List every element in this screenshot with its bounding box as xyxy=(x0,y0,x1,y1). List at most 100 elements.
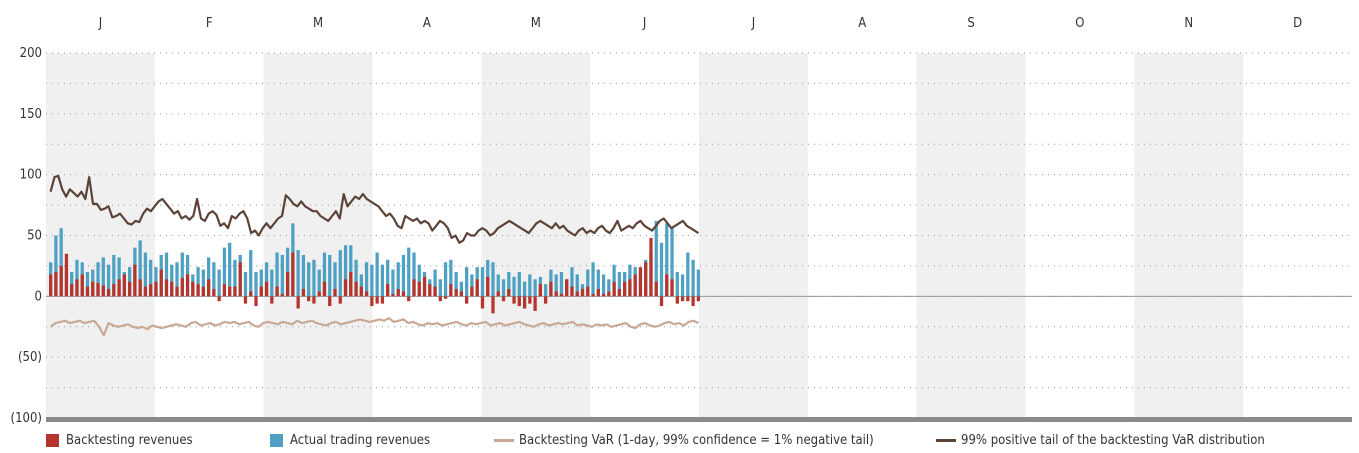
bar-backtesting-revenue xyxy=(470,286,474,297)
bar-actual-trading-revenue xyxy=(686,252,690,297)
bar-backtesting-revenue xyxy=(70,284,74,297)
bar-backtesting-revenue xyxy=(491,296,495,314)
bar-backtesting-revenue xyxy=(386,284,390,297)
bar-actual-trading-revenue xyxy=(454,272,458,297)
month-shade xyxy=(263,53,373,418)
bar-actual-trading-revenue xyxy=(259,269,263,297)
legend-label: 99% positive tail of the backtesting VaR… xyxy=(961,433,1265,448)
bar-backtesting-revenue xyxy=(80,274,84,297)
bar-backtesting-revenue xyxy=(285,272,290,297)
bar-actual-trading-revenue xyxy=(175,262,179,297)
legend-item-backtesting-var: Backtesting VaR (1-day, 99% confidence =… xyxy=(494,433,874,448)
bar-backtesting-revenue xyxy=(696,296,700,302)
bar-actual-trading-revenue xyxy=(491,262,495,297)
bar-actual-trading-revenue xyxy=(528,274,532,297)
bar-actual-trading-revenue xyxy=(465,267,469,297)
month-label: M xyxy=(531,16,541,31)
bar-backtesting-revenue xyxy=(659,296,664,307)
bar-backtesting-revenue xyxy=(644,262,648,297)
line-positive-tail xyxy=(49,174,699,244)
bar-actual-trading-revenue xyxy=(164,252,169,297)
bar-backtesting-revenue xyxy=(565,279,569,297)
bar-actual-trading-revenue xyxy=(544,284,548,297)
month-label: J xyxy=(98,16,102,31)
bar-actual-trading-revenue xyxy=(54,235,58,297)
bar-backtesting-revenue xyxy=(201,286,205,297)
month-label: J xyxy=(642,16,646,31)
legend-item-actual-trading-revenues: Actual trading revenues xyxy=(270,433,430,448)
month-label: A xyxy=(858,16,866,31)
bar-actual-trading-revenue xyxy=(349,245,353,297)
bar-actual-trading-revenue xyxy=(696,269,700,297)
bar-actual-trading-revenue xyxy=(501,279,506,297)
bar-actual-trading-revenue xyxy=(438,279,442,297)
bar-backtesting-revenue xyxy=(275,286,279,297)
month-label: O xyxy=(1075,16,1084,31)
bar-backtesting-revenue xyxy=(259,286,263,297)
bar-backtesting-revenue xyxy=(180,278,184,297)
bar-backtesting-revenue xyxy=(507,289,511,297)
bar-actual-trading-revenue xyxy=(601,274,606,297)
bar-actual-trading-revenue xyxy=(233,259,237,297)
y-tick-label: 200 xyxy=(20,46,42,61)
month-shade xyxy=(481,53,591,418)
bar-backtesting-revenue xyxy=(438,296,442,302)
bar-backtesting-revenue xyxy=(322,281,327,297)
bar-backtesting-revenue xyxy=(554,291,558,297)
bar-backtesting-revenue xyxy=(175,286,179,297)
month-label: S xyxy=(967,16,974,31)
bar-backtesting-revenue xyxy=(164,279,169,297)
bar-actual-trading-revenue xyxy=(364,262,369,297)
bar-backtesting-revenue xyxy=(601,293,606,297)
bar-backtesting-revenue xyxy=(138,279,142,297)
bar-actual-trading-revenue xyxy=(417,264,421,297)
bar-backtesting-revenue xyxy=(296,296,300,309)
bar-backtesting-revenue xyxy=(380,296,385,304)
bar-actual-trading-revenue xyxy=(517,272,521,297)
bar-actual-trading-revenue xyxy=(243,272,248,297)
bar-backtesting-revenue xyxy=(333,289,337,297)
bar-backtesting-revenue xyxy=(633,274,637,297)
bar-actual-trading-revenue xyxy=(338,250,342,297)
bar-backtesting-revenue xyxy=(449,284,453,297)
month-label: M xyxy=(313,16,323,31)
bar-actual-trading-revenue xyxy=(596,269,600,297)
bar-backtesting-revenue xyxy=(623,281,627,297)
bar-backtesting-revenue xyxy=(538,284,543,297)
bar-backtesting-revenue xyxy=(596,289,600,297)
bar-actual-trading-revenue xyxy=(149,259,153,297)
bar-backtesting-revenue xyxy=(85,286,90,297)
bar-actual-trading-revenue xyxy=(75,259,79,297)
bar-backtesting-revenue xyxy=(412,279,416,297)
bar-actual-trading-revenue xyxy=(249,250,253,297)
bar-backtesting-revenue xyxy=(465,296,469,304)
bar-backtesting-revenue xyxy=(675,296,679,304)
bar-actual-trading-revenue xyxy=(617,272,622,297)
chart-svg: J F M A M J J A S O N D 200 150 100 50 0 (50) (100) xyxy=(11,16,1352,426)
bar-backtesting-revenue xyxy=(280,293,284,297)
bar-actual-trading-revenue xyxy=(317,269,321,297)
bar-backtesting-revenue xyxy=(522,296,527,309)
bar-actual-trading-revenue xyxy=(391,269,395,297)
y-tick-label: (100) xyxy=(11,411,42,426)
bar-backtesting-revenue xyxy=(401,291,406,297)
bar-backtesting-revenue xyxy=(586,286,590,297)
legend-item-positive-tail: 99% positive tail of the backtesting VaR… xyxy=(936,433,1265,448)
y-tick-label: (50) xyxy=(18,350,42,365)
bar-backtesting-revenue xyxy=(96,282,100,297)
bar-backtesting-revenue xyxy=(264,281,269,297)
bar-backtesting-revenue xyxy=(159,269,163,297)
bar-backtesting-revenue xyxy=(270,296,274,304)
bar-actual-trading-revenue xyxy=(359,274,363,297)
line-backtesting-var xyxy=(49,317,699,337)
bar-backtesting-revenue xyxy=(117,279,121,297)
bar-backtesting-revenue xyxy=(196,284,200,297)
bar-actual-trading-revenue xyxy=(354,259,358,297)
bar-actual-trading-revenue xyxy=(370,264,374,297)
bar-backtesting-revenue xyxy=(228,286,232,297)
bar-backtesting-revenue xyxy=(480,296,485,309)
bar-backtesting-revenue xyxy=(364,291,369,297)
bar-actual-trading-revenue xyxy=(522,281,527,297)
bar-backtesting-revenue xyxy=(149,284,153,297)
bar-backtesting-revenue xyxy=(475,279,479,297)
